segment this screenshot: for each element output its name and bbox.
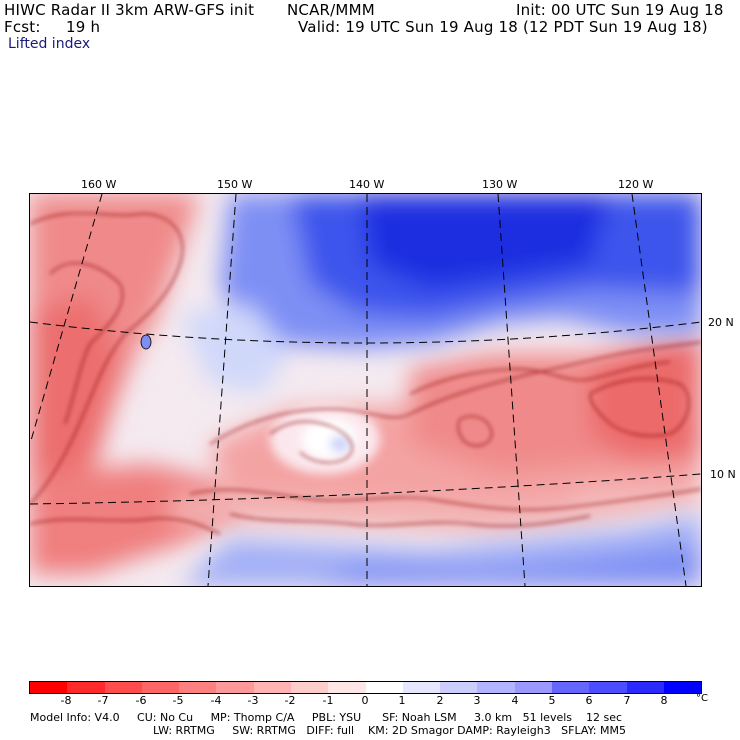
lat-label-10n: 10 N <box>710 468 736 481</box>
colorbar-tick-label: 4 <box>511 694 519 707</box>
lon-label-140w: 140 W <box>349 178 385 191</box>
model-title: HIWC Radar II 3km ARW-GFS init <box>4 1 255 19</box>
colorbar-tick-label: 5 <box>548 694 556 707</box>
colorbar-segment <box>253 682 291 693</box>
lifted-index-map <box>29 193 702 587</box>
colorbar-tick-label: -3 <box>247 694 259 707</box>
colorbar-segment <box>104 682 142 693</box>
model-info-line-1: Model Info: V4.0 CU: No Cu MP: Thomp C/A… <box>30 711 623 724</box>
colorbar-unit: °C <box>696 693 708 704</box>
colorbar-tick-label: -4 <box>210 694 222 707</box>
colorbar-segment <box>663 682 702 693</box>
forecast-hour: 19 h <box>66 18 101 36</box>
unstable-region-west <box>30 194 240 574</box>
init-time: Init: 00 UTC Sun 19 Aug 18 <box>516 1 724 19</box>
colorbar-tick-label: -7 <box>97 694 109 707</box>
colorbar-segment <box>589 682 627 693</box>
lon-label-130w: 130 W <box>482 178 518 191</box>
colorbar-tick-label: 1 <box>398 694 406 707</box>
map-graphic <box>30 194 701 586</box>
lat-label-20n: 20 N <box>708 316 734 329</box>
colorbar-tick-label: 3 <box>473 694 481 707</box>
field-name: Lifted index <box>8 36 91 52</box>
colorbar-tick-label: 8 <box>660 694 668 707</box>
valid-time: Valid: 19 UTC Sun 19 Aug 18 (12 PDT Sun … <box>298 18 708 36</box>
colorbar-segment <box>141 682 180 693</box>
cyclone-swirl <box>270 404 380 474</box>
colorbar-segment <box>365 682 403 693</box>
colorbar-segment <box>30 682 68 693</box>
forecast-label: Fcst: <box>4 18 41 36</box>
colorbar-segment <box>290 682 329 693</box>
colorbar-segment <box>551 682 590 693</box>
colorbar-tick-label: 0 <box>361 694 369 707</box>
map-gridlines <box>30 194 701 586</box>
colorbar-tick-label: -2 <box>284 694 296 707</box>
colorbar-tick-label: -8 <box>60 694 72 707</box>
colorbar-tick-label: 2 <box>436 694 444 707</box>
colorbar-segment <box>477 682 515 693</box>
contour-lines <box>30 212 701 535</box>
colorbar-tick-label: 7 <box>623 694 631 707</box>
stable-region-north <box>180 194 701 394</box>
colorbar-tick-label: -5 <box>172 694 184 707</box>
lon-label-160w: 160 W <box>81 178 117 191</box>
colorbar <box>29 681 702 694</box>
colorbar-segment <box>216 682 254 693</box>
stable-region-south <box>180 514 701 586</box>
colorbar-segment <box>440 682 478 693</box>
colorbar-tick-label: 6 <box>585 694 593 707</box>
colorbar-tick-label: -1 <box>322 694 334 707</box>
lon-label-120w: 120 W <box>618 178 654 191</box>
colorbar-segment <box>402 682 441 693</box>
island-shape <box>140 334 152 350</box>
colorbar-segment <box>328 682 366 693</box>
center-name: NCAR/MMM <box>287 1 375 19</box>
colorbar-segment <box>626 682 664 693</box>
colorbar-segment <box>67 682 105 693</box>
lon-label-150w: 150 W <box>217 178 253 191</box>
colorbar-segment <box>179 682 217 693</box>
colorbar-tick-label: -6 <box>135 694 147 707</box>
colorbar-segment <box>514 682 552 693</box>
model-info-line-2: LW: RRTMG SW: RRTMG DIFF: full KM: 2D Sm… <box>153 724 626 737</box>
